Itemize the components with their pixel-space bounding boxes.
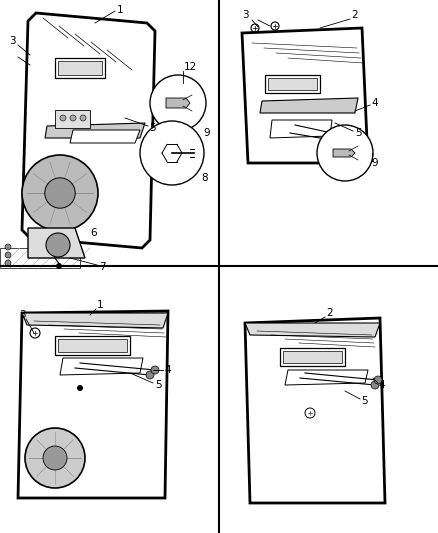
Circle shape: [5, 252, 11, 258]
Polygon shape: [283, 351, 342, 363]
Circle shape: [70, 115, 76, 121]
Text: 12: 12: [184, 62, 197, 72]
Polygon shape: [166, 98, 190, 108]
Circle shape: [56, 263, 62, 269]
Text: 5: 5: [355, 128, 361, 138]
Text: 8: 8: [201, 173, 208, 183]
Circle shape: [140, 121, 204, 185]
Circle shape: [146, 371, 154, 379]
Text: 3: 3: [242, 10, 248, 20]
Polygon shape: [45, 123, 145, 138]
Text: 4: 4: [379, 380, 385, 390]
Circle shape: [46, 233, 70, 257]
Polygon shape: [260, 98, 358, 113]
Text: 5: 5: [155, 380, 161, 390]
Circle shape: [25, 428, 85, 488]
Polygon shape: [55, 58, 105, 78]
Text: 9: 9: [204, 128, 210, 138]
Polygon shape: [22, 13, 155, 248]
Text: 2: 2: [352, 10, 358, 20]
Polygon shape: [55, 110, 90, 128]
Polygon shape: [18, 311, 168, 498]
Circle shape: [77, 385, 83, 391]
Polygon shape: [58, 61, 102, 75]
Circle shape: [5, 260, 11, 266]
Text: 3: 3: [19, 310, 25, 320]
Polygon shape: [268, 78, 317, 90]
Circle shape: [151, 366, 159, 374]
Circle shape: [45, 178, 75, 208]
Text: 1: 1: [117, 5, 124, 15]
Circle shape: [351, 134, 359, 142]
Text: 2: 2: [327, 308, 333, 318]
Polygon shape: [285, 370, 368, 385]
Polygon shape: [245, 318, 385, 503]
Text: 5: 5: [148, 123, 155, 133]
Polygon shape: [270, 120, 332, 138]
Circle shape: [371, 381, 379, 389]
Text: 9: 9: [372, 158, 378, 168]
Polygon shape: [70, 130, 140, 143]
Polygon shape: [22, 313, 168, 328]
Circle shape: [374, 376, 382, 384]
Text: 6: 6: [91, 228, 97, 238]
Polygon shape: [0, 248, 80, 268]
Circle shape: [60, 115, 66, 121]
Circle shape: [43, 446, 67, 470]
Circle shape: [5, 244, 11, 250]
Polygon shape: [245, 323, 380, 337]
Polygon shape: [333, 149, 355, 157]
Polygon shape: [242, 28, 368, 163]
Polygon shape: [60, 358, 143, 375]
Polygon shape: [265, 75, 320, 93]
Text: 7: 7: [99, 262, 105, 272]
Text: 5: 5: [362, 396, 368, 406]
Text: 1: 1: [97, 300, 103, 310]
Text: 3: 3: [9, 36, 15, 46]
Circle shape: [346, 139, 354, 147]
Circle shape: [80, 115, 86, 121]
Polygon shape: [55, 336, 130, 355]
Text: 4: 4: [165, 365, 171, 375]
Polygon shape: [58, 339, 127, 352]
Polygon shape: [28, 228, 85, 258]
Circle shape: [317, 125, 373, 181]
Text: 4: 4: [372, 98, 378, 108]
Circle shape: [22, 155, 98, 231]
Polygon shape: [280, 348, 345, 366]
Circle shape: [150, 75, 206, 131]
